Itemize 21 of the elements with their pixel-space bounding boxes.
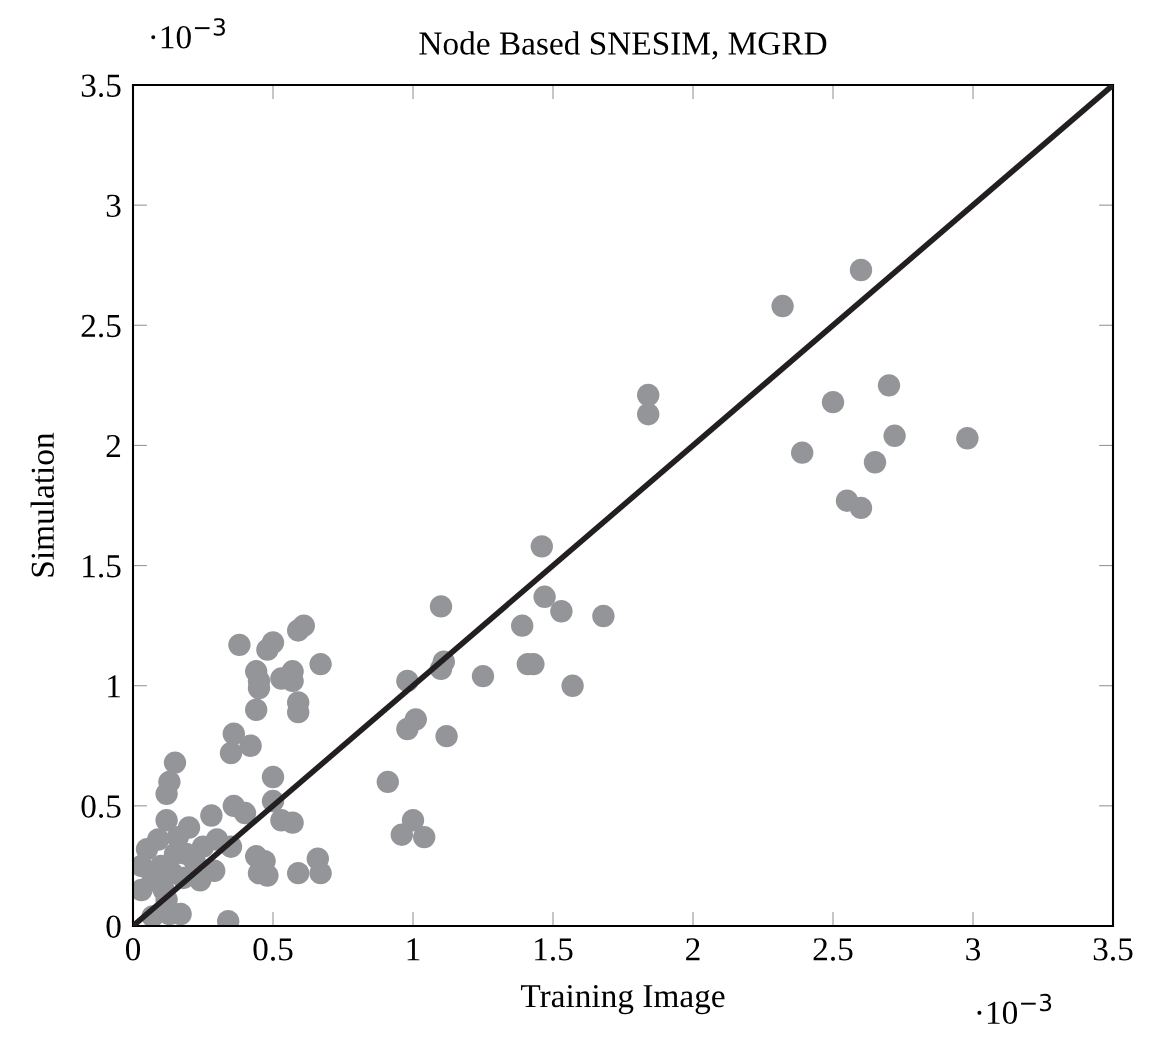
y-tick-label: 3 <box>106 194 121 218</box>
y-tick-label: 3.5 <box>81 74 121 98</box>
text: ·10$^{−3}$ <box>977 993 1052 1025</box>
text: ·10$^{−3}$ <box>151 18 225 49</box>
y-tick-label: 2 <box>106 434 121 457</box>
y-tick-label: 1 <box>108 675 120 698</box>
x-tick-label: 3 <box>966 938 981 961</box>
y-tick-label: 2.5 <box>81 314 121 338</box>
y-tick-label: 0 <box>106 915 121 938</box>
y-axis-title: Simulation <box>30 432 55 577</box>
x-tick-label: 1.5 <box>535 938 573 961</box>
y-tick-label: 1.5 <box>83 555 121 578</box>
x-tick-label: 2.5 <box>813 938 853 961</box>
x-tick-label: 0.5 <box>253 938 293 961</box>
x-axis-title: Training Image <box>520 984 725 1015</box>
x-tick-label: 2 <box>686 938 700 961</box>
x-tick-label: 3.5 <box>1093 938 1133 961</box>
y-tick-label: 0.5 <box>81 795 121 818</box>
x-tick-label: 1 <box>407 938 420 961</box>
x-tick-label: 0 <box>125 938 141 961</box>
chart-title: Node Based SNESIM, MGRD <box>419 31 827 60</box>
